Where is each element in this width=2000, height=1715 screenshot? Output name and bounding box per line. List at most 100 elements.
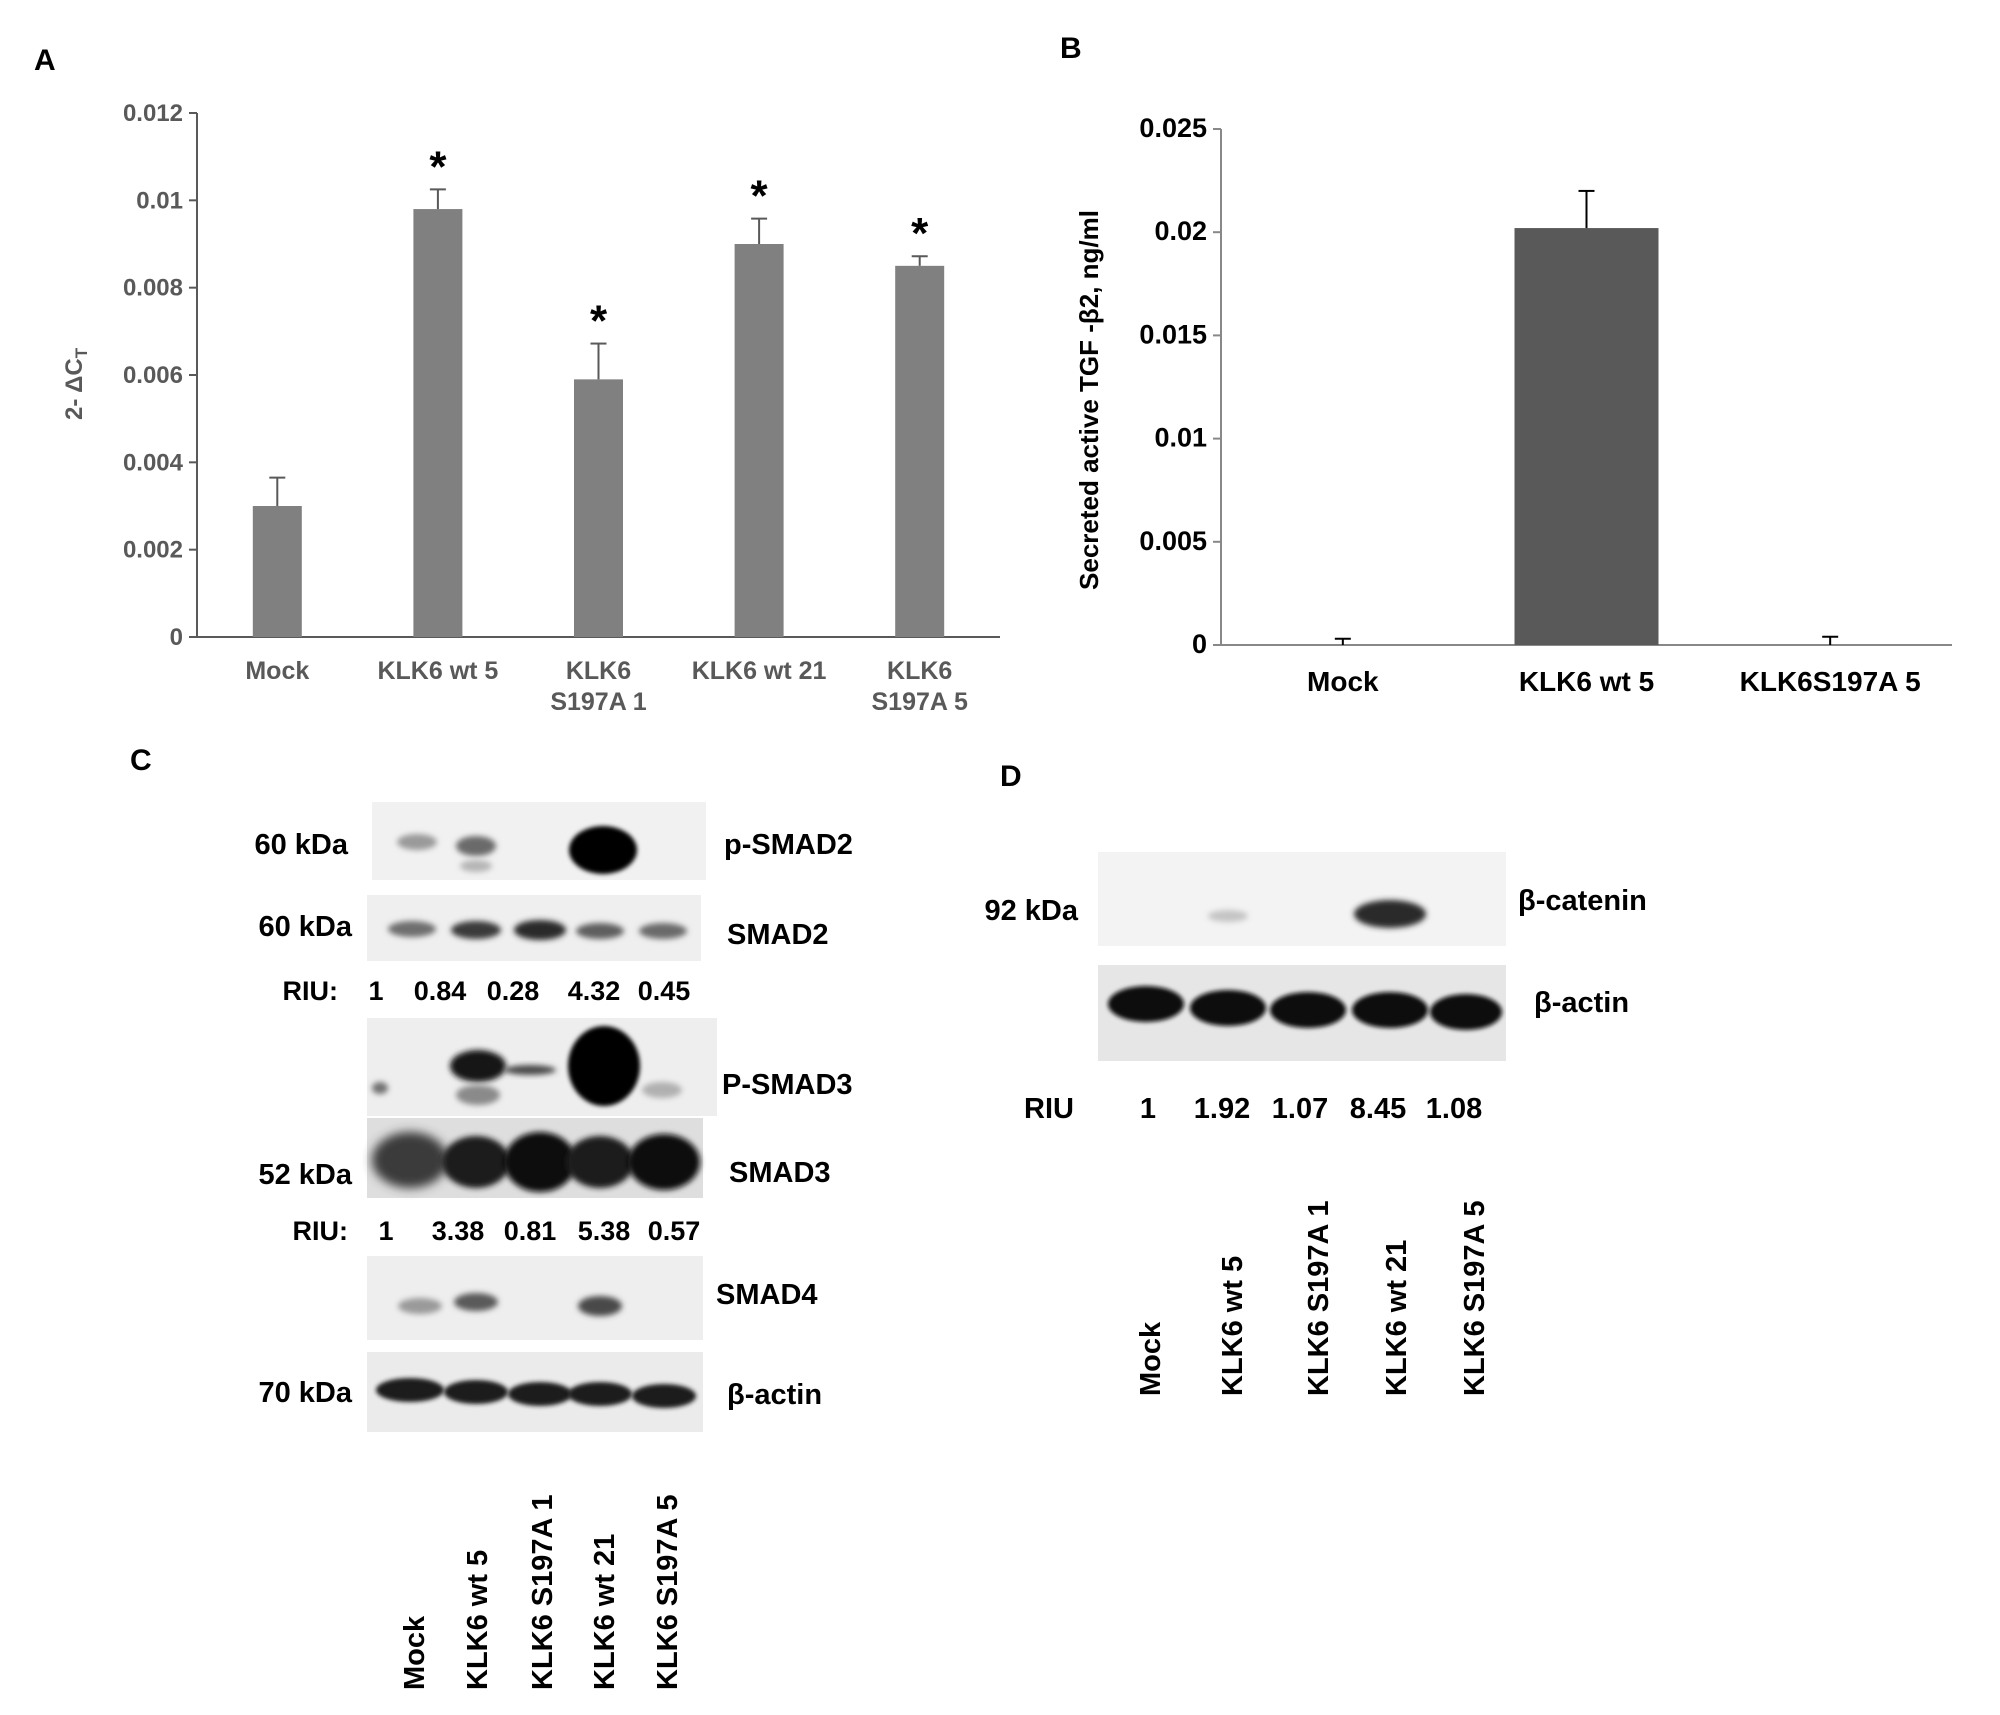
x-tick-label: KLK6 wt 5 xyxy=(1519,666,1654,697)
y-tick-label: 0 xyxy=(170,624,183,651)
y-tick-label: 0.002 xyxy=(123,537,183,564)
lane-label: KLK6 S197A 5 xyxy=(1459,1200,1491,1396)
panel-c: C xyxy=(130,744,853,1690)
x-tick-label: Mock xyxy=(245,657,309,685)
protein-label-p-smad3: P-SMAD3 xyxy=(722,1069,853,1101)
x-tick-label: S197A 5 xyxy=(872,688,968,716)
kda-label-smad2: 60 kDa xyxy=(258,911,352,943)
riu-value: 0.81 xyxy=(504,1216,557,1246)
y-axis-label-main: 2- ΔC xyxy=(61,358,88,420)
lane-labels-c: Mock KLK6 wt 5 KLK6 S197A 1 KLK6 wt 21 K… xyxy=(399,1494,684,1690)
kda-label-beta-actin-c: 70 kDa xyxy=(258,1377,352,1409)
lane-labels-d: Mock KLK6 wt 5 KLK6 S197A 1 KLK6 wt 21 K… xyxy=(1135,1200,1491,1396)
lane-label: KLK6 wt 5 xyxy=(1217,1256,1249,1396)
panel-c-label: C xyxy=(130,744,152,777)
x-tick-label: KLK6 wt 5 xyxy=(377,657,498,685)
riu-value: 8.45 xyxy=(1350,1093,1406,1125)
y-tick-label: 0.01 xyxy=(136,187,183,214)
protein-label-beta-actin-d: β-actin xyxy=(1534,987,1629,1019)
panel-a: A 2- ΔCT 0 0.002 0.004 0.006 0.008 0.01 0.012 M… xyxy=(34,44,1000,716)
y-tick-label: 0.006 xyxy=(123,362,183,389)
bar xyxy=(1514,228,1659,645)
riu-row-smad2: RIU: 1 0.84 0.28 4.32 0.45 xyxy=(283,976,691,1006)
x-tick-label: KLK6 xyxy=(566,657,631,685)
y-tick-label: 0.015 xyxy=(1139,319,1207,349)
y-tick-label: 0.004 xyxy=(123,449,184,476)
bands-p-smad3 xyxy=(372,1026,682,1106)
chart-a: 0 0.002 0.004 0.006 0.008 0.01 0.012 Mock * KLK6 … xyxy=(123,100,1000,716)
y-tick-label: 0.005 xyxy=(1139,526,1207,556)
lane-label: KLK6 S197A 5 xyxy=(652,1494,684,1690)
x-tick-label: KLK6 wt 21 xyxy=(692,657,827,685)
riu-value: 5.38 xyxy=(578,1216,631,1246)
lane-label: Mock xyxy=(1135,1321,1167,1396)
riu-value: 1 xyxy=(368,976,383,1006)
lane-label: KLK6 S197A 1 xyxy=(1303,1200,1335,1396)
y-tick-label: 0.02 xyxy=(1154,216,1207,246)
y-tick-label: 0 xyxy=(1192,629,1207,659)
riu-label: RIU: xyxy=(283,976,339,1006)
protein-label-smad3: SMAD3 xyxy=(729,1157,831,1189)
bar xyxy=(574,379,623,637)
x-tick-label: KLK6 xyxy=(887,657,952,685)
blot-beta-catenin xyxy=(1098,852,1506,946)
panel-b-y-axis-label: Secreted active TGF -β2, ng/ml xyxy=(1074,210,1104,590)
protein-label-smad4: SMAD4 xyxy=(716,1279,818,1311)
bands-smad3 xyxy=(372,1132,700,1192)
y-tick-label: 0.025 xyxy=(1139,113,1207,143)
panel-d: D 92 kDa β-catenin β-actin RIU 1 1.92 1.… xyxy=(984,760,1646,1396)
significance-marker: * xyxy=(429,142,447,191)
riu-value: 1.92 xyxy=(1194,1093,1250,1125)
protein-label-beta-catenin: β-catenin xyxy=(1518,885,1647,917)
x-tick-label: S197A 1 xyxy=(550,688,646,716)
y-tick-label: 0.01 xyxy=(1154,423,1207,453)
protein-label-beta-actin-c: β-actin xyxy=(727,1379,822,1411)
bands-smad4 xyxy=(398,1293,622,1316)
riu-value: 0.84 xyxy=(414,976,467,1006)
y-tick-label: 0.012 xyxy=(123,100,183,127)
lane-label: KLK6 wt 5 xyxy=(462,1550,494,1690)
bands-smad2 xyxy=(388,920,687,940)
riu-value: 1 xyxy=(378,1216,393,1246)
riu-value: 0.28 xyxy=(487,976,540,1006)
panel-b: B Secreted active TGF -β2, ng/ml 00.0050… xyxy=(1060,32,1952,697)
bands-beta-actin-c xyxy=(376,1378,696,1408)
riu-value: 4.32 xyxy=(568,976,621,1006)
riu-row-smad3: RIU: 1 3.38 0.81 5.38 0.57 xyxy=(293,1216,701,1246)
riu-label: RIU: xyxy=(293,1216,349,1246)
kda-label-p-smad2: 60 kDa xyxy=(254,829,348,861)
bands-p-smad2 xyxy=(397,826,637,874)
blot-smad4 xyxy=(367,1256,703,1340)
riu-value: 1.08 xyxy=(1426,1093,1482,1125)
riu-value: 0.57 xyxy=(648,1216,701,1246)
lane-label: KLK6 S197A 1 xyxy=(527,1494,559,1690)
chart-b: 0 0.005 0.01 0.015 0.02 0.025 Mock KLK6 wt 5 KLK… xyxy=(1139,113,1952,697)
y-tick-label: 0.008 xyxy=(123,275,183,302)
panel-d-label: D xyxy=(1000,760,1022,793)
riu-row-beta-catenin: RIU 1 1.92 1.07 8.45 1.08 xyxy=(1024,1093,1482,1125)
significance-marker: * xyxy=(751,172,769,221)
protein-label-p-smad2: p-SMAD2 xyxy=(724,829,853,861)
bands-beta-catenin xyxy=(1208,900,1426,928)
bar xyxy=(413,209,463,638)
x-tick-label: KLK6S197A 5 xyxy=(1740,666,1921,697)
x-tick-label: Mock xyxy=(1307,666,1379,697)
lane-label: KLK6 wt 21 xyxy=(589,1534,621,1690)
kda-label-beta-catenin: 92 kDa xyxy=(984,895,1078,927)
y-axis-label-subscript: T xyxy=(72,347,91,358)
bar xyxy=(895,265,945,637)
bar xyxy=(252,506,302,637)
lane-label: Mock xyxy=(399,1615,431,1690)
panel-b-label: B xyxy=(1060,32,1082,65)
riu-value: 0.45 xyxy=(638,976,691,1006)
riu-value: 3.38 xyxy=(432,1216,485,1246)
riu-value: 1 xyxy=(1140,1093,1156,1125)
lane-label: KLK6 wt 21 xyxy=(1381,1240,1413,1396)
significance-marker: * xyxy=(590,297,608,346)
panel-a-label: A xyxy=(34,44,56,77)
kda-label-smad3: 52 kDa xyxy=(258,1159,352,1191)
bar xyxy=(734,244,784,637)
bands-beta-actin-d xyxy=(1108,986,1502,1030)
riu-label: RIU xyxy=(1024,1093,1074,1125)
